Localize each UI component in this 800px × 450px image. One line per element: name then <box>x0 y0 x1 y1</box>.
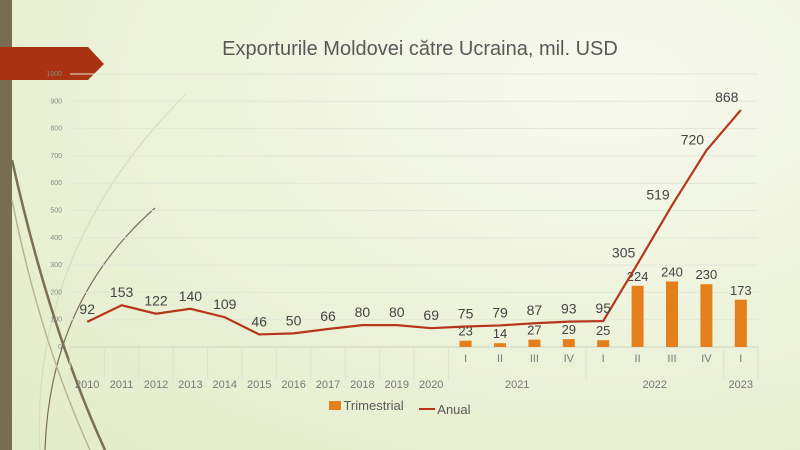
y-tick-label: 700 <box>50 153 62 160</box>
x-tick-label: 2017 <box>316 379 340 391</box>
line-data-label: 122 <box>144 293 168 309</box>
line-data-label: 153 <box>110 284 134 300</box>
bar <box>597 340 610 347</box>
bar-data-label: 240 <box>661 264 683 279</box>
legend-item-anual: Anual <box>419 401 471 417</box>
y-tick-label: 300 <box>50 262 62 269</box>
y-tick-label: 600 <box>50 180 62 187</box>
x-tick-label: II <box>635 353 641 365</box>
line-data-label: 69 <box>423 307 439 323</box>
line-data-label: 80 <box>389 304 405 320</box>
bar <box>666 281 678 347</box>
line-data-label: 93 <box>561 301 577 317</box>
x-tick-label: 2015 <box>247 379 271 391</box>
x-group-label: 2023 <box>729 379 753 391</box>
bar <box>700 284 713 347</box>
bar <box>562 339 575 347</box>
bar <box>459 340 472 347</box>
x-group-label: 2021 <box>505 379 529 391</box>
y-tick-label: 800 <box>50 126 62 133</box>
x-tick-label: 2012 <box>144 379 168 391</box>
x-tick-label: 2013 <box>178 379 202 391</box>
line-data-label: 87 <box>527 302 543 318</box>
bar-data-label: 27 <box>527 323 541 338</box>
y-tick-label: 100 <box>50 317 62 324</box>
y-tick-label: 500 <box>50 208 62 215</box>
x-tick-label: 2016 <box>281 379 305 391</box>
y-tick-label: 1000 <box>46 71 62 78</box>
bar <box>528 339 541 347</box>
title-banner-arrow <box>0 47 104 80</box>
x-tick-label: I <box>602 353 605 365</box>
line-data-label: 80 <box>355 304 371 320</box>
x-group-label: 2022 <box>643 379 667 391</box>
x-tick-label: I <box>464 353 467 365</box>
bar <box>734 299 747 347</box>
y-tick-label: 0 <box>58 344 62 351</box>
y-tick-label: 400 <box>50 235 62 242</box>
x-tick-label: I <box>739 353 742 365</box>
line-data-label: 79 <box>492 304 508 320</box>
line-data-label: 305 <box>612 245 636 261</box>
line-data-label: 66 <box>320 308 336 324</box>
line-series-anual <box>86 109 742 336</box>
line-data-label: 50 <box>286 312 302 328</box>
x-tick-label: III <box>530 353 539 365</box>
bar-data-label: 29 <box>562 322 576 337</box>
bar <box>631 285 644 347</box>
line-data-label: 720 <box>681 131 705 147</box>
bar <box>494 343 506 347</box>
x-tick-label: IV <box>564 353 575 365</box>
y-tick-label: 200 <box>50 289 62 296</box>
bar-data-label: 173 <box>730 283 752 298</box>
legend-item-trimestrial: Trimestrial <box>329 398 404 413</box>
line-data-label: 868 <box>715 89 739 105</box>
line-data-label: 75 <box>458 306 474 322</box>
legend-label: Trimestrial <box>343 398 404 413</box>
x-tick-label: II <box>497 353 503 365</box>
bar-data-label: 14 <box>493 326 507 341</box>
x-tick-label: 2011 <box>110 379 134 391</box>
x-tick-label: 2018 <box>350 379 374 391</box>
line-data-label: 140 <box>179 288 203 304</box>
decorative-side-strip <box>0 0 12 450</box>
x-tick-label: IV <box>701 353 712 365</box>
line-data-label: 92 <box>79 301 95 317</box>
legend-label: Anual <box>437 401 471 417</box>
legend-swatch-line <box>419 408 436 410</box>
chart-title: Exporturile Moldovei către Ucraina, mil.… <box>222 38 618 60</box>
bar-data-label: 25 <box>596 323 610 338</box>
x-tick-label: III <box>667 353 676 365</box>
line-data-label: 46 <box>251 313 267 329</box>
legend-swatch-bar <box>329 401 342 410</box>
line-data-label: 109 <box>213 296 237 312</box>
legend: Trimestrial Anual <box>0 398 800 417</box>
line-data-label: 95 <box>595 300 611 316</box>
y-tick-label: 900 <box>50 98 62 105</box>
line-data-label: 519 <box>646 186 670 202</box>
x-tick-label: 2020 <box>419 379 443 391</box>
x-tick-label: 2019 <box>385 379 409 391</box>
bar-data-label: 230 <box>696 267 718 282</box>
x-tick-label: 2014 <box>213 379 237 391</box>
x-tick-label: 2010 <box>75 379 99 391</box>
